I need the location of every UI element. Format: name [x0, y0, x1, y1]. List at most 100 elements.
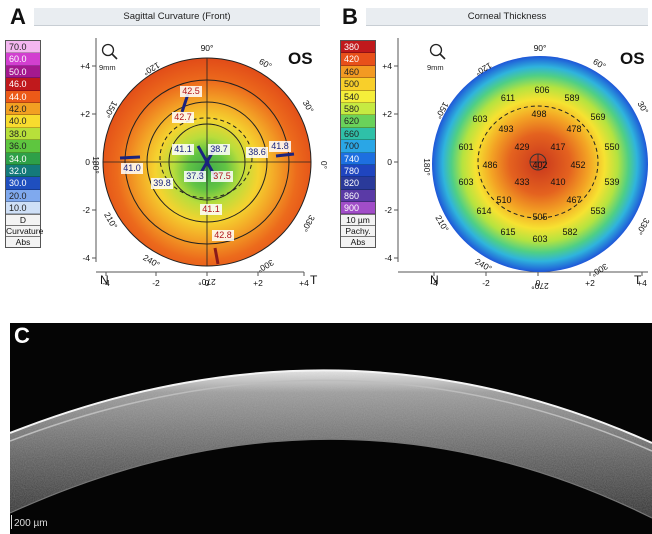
zoom-magnifier-icon[interactable] [429, 43, 446, 60]
thickness-reading: 606 [534, 85, 549, 95]
panel-a-letter: A [10, 4, 26, 29]
temporal-label: T [310, 273, 318, 287]
eye-label: OS [620, 49, 645, 68]
thickness-reading: 402 [532, 160, 547, 170]
reading-value: 42.5 [182, 86, 200, 96]
thickness-reading: 498 [531, 109, 546, 119]
y-tick-label: +4 [382, 61, 392, 71]
legend-foot2: Abs [341, 236, 375, 248]
legend-swatch: 38.0 [6, 127, 40, 141]
reading-box [211, 171, 233, 182]
reading-value: 41.0 [123, 163, 141, 173]
x-tick-label: 0 [205, 278, 210, 288]
legend-swatch: 620 [341, 115, 375, 128]
legend-swatch: 40.0 [6, 115, 40, 128]
meridian-angle-label: 90° [201, 43, 214, 53]
reading-box [212, 230, 234, 241]
y-tick-label: -2 [384, 205, 392, 215]
x-tick-label: -4 [430, 278, 438, 288]
reading-value: 41.1 [202, 204, 220, 214]
legend-foot2: Abs [6, 236, 40, 248]
thickness-reading: 569 [590, 112, 605, 122]
curvature-reading: 37.5 [211, 171, 233, 182]
reading-box [172, 144, 194, 155]
y-tick-label: -2 [82, 205, 90, 215]
curvature-reading: 41.1 [200, 204, 222, 215]
x-tick-label: +4 [299, 278, 309, 288]
scale-bar [11, 515, 12, 529]
thickness-reading: 603 [472, 114, 487, 124]
legend-swatch: 32.0 [6, 164, 40, 178]
thickness-reading: 429 [514, 142, 529, 152]
reading-box [151, 178, 173, 189]
reading-box [200, 204, 222, 215]
thickness-reading: 417 [550, 142, 565, 152]
meridian-angle-label: 330° [300, 213, 317, 233]
y-tick-label: -4 [384, 253, 392, 263]
reading-box [246, 147, 268, 158]
x-tick-label: -2 [482, 278, 490, 288]
reading-box [180, 86, 202, 97]
legend-swatch: 42.0 [6, 102, 40, 116]
curvature-reading: 41.8 [269, 141, 291, 152]
y-tick-label: +2 [80, 109, 90, 119]
legend-swatch: 660 [341, 127, 375, 141]
curvature-reading: 41.1 [172, 144, 194, 155]
legend-unit: D [6, 214, 40, 226]
thickness-reading: 550 [604, 142, 619, 152]
nasal-label: N [430, 273, 439, 287]
nasal-label: N [100, 273, 109, 287]
legend-swatch: 580 [341, 102, 375, 116]
curvature-reading: 41.0 [121, 163, 143, 174]
legend-swatch: 380 [341, 41, 375, 54]
thickness-reading: 603 [458, 177, 473, 187]
reading-value: 42.8 [214, 230, 232, 240]
reading-value: 37.3 [186, 171, 204, 181]
reading-box [184, 171, 206, 182]
y-tick-label: -4 [82, 253, 90, 263]
legend-swatch: 50.0 [6, 65, 40, 79]
legend-swatch: 44.0 [6, 90, 40, 103]
meridian-angle-label: 180° [422, 158, 432, 176]
thickness-reading: 582 [562, 227, 577, 237]
legend-foot1: Pachy. [341, 225, 375, 237]
oct-cornea-image [10, 323, 652, 534]
curvature-reading: 37.3 [184, 171, 206, 182]
meridian-angle-label: 0° [319, 161, 329, 169]
thickness-reading: 478 [566, 124, 581, 134]
scale-label: 200 µm [14, 518, 48, 529]
panel-b-letter: B [342, 4, 358, 29]
meridian-angle-label: 300° [589, 261, 609, 278]
panel-c-letter: C [14, 323, 30, 348]
legend-swatch: 420 [341, 53, 375, 66]
thickness-reading: 505 [532, 212, 547, 222]
y-tick-label: +4 [80, 61, 90, 71]
meridian-angle-label: 60° [591, 56, 607, 71]
y-tick-label: 0 [85, 157, 90, 167]
curvature-reading: 42.7 [172, 112, 194, 123]
meridian-angle-label: 240° [141, 252, 161, 269]
legend-swatch: 540 [341, 90, 375, 103]
corneal-thickness-map: +4+20-2-4-4-20+2+4 90°60°30°0°330°300°27… [382, 38, 652, 291]
curvature-reading: 42.5 [180, 86, 202, 97]
reading-box [269, 141, 291, 152]
y-tick-label: 0 [387, 157, 392, 167]
thickness-reading: 486 [482, 160, 497, 170]
legend-swatch: 34.0 [6, 152, 40, 165]
reading-value: 42.7 [174, 112, 192, 122]
sagittal-curvature-map: +4+20-2-4-4 -2 0 +2 +4 90°60°30°0°330°300°27… [80, 38, 329, 288]
legend-swatch: 30.0 [6, 177, 40, 190]
x-tick-label: 0 [536, 278, 541, 288]
meridian-angle-label: 30° [301, 98, 316, 114]
zoom-magnifier-icon[interactable] [101, 43, 118, 60]
thickness-reading: 589 [564, 93, 579, 103]
legend-swatch: 740 [341, 152, 375, 165]
panel-a-title: Sagittal Curvature (Front) [34, 8, 320, 26]
x-tick-label: -4 [102, 278, 110, 288]
reading-box [172, 112, 194, 123]
reading-value: 38.7 [210, 144, 228, 154]
reading-box [208, 144, 230, 155]
reading-box [121, 163, 143, 174]
legend-swatch: 20.0 [6, 189, 40, 203]
thickness-reading: 601 [458, 142, 473, 152]
